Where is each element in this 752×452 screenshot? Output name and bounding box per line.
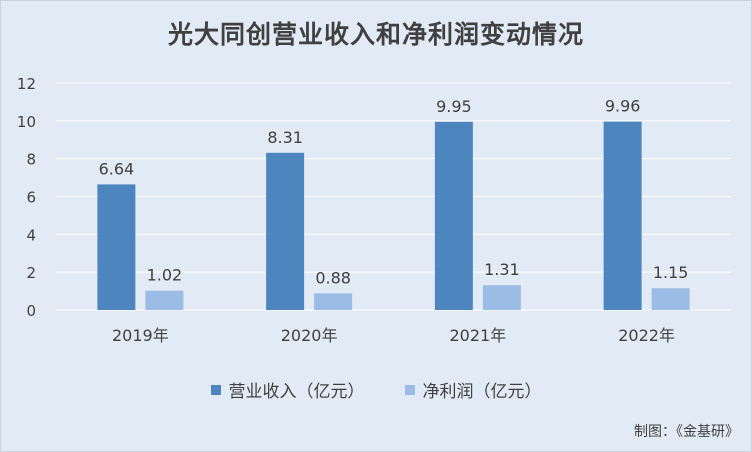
data-label: 8.31 bbox=[267, 128, 303, 147]
y-tick-label: 0 bbox=[26, 302, 36, 320]
y-tick-label: 10 bbox=[17, 113, 36, 131]
data-label: 9.95 bbox=[436, 97, 472, 116]
y-tick-label: 4 bbox=[26, 226, 36, 244]
data-label: 1.15 bbox=[653, 263, 689, 282]
bar-net-profit bbox=[145, 290, 184, 310]
legend-swatch-net-profit bbox=[404, 384, 415, 395]
x-tick-label: 2021年 bbox=[450, 326, 507, 345]
y-axis-ticks: 0 2 4 6 8 10 12 bbox=[17, 75, 36, 320]
source-note: 制图：《金基研》 bbox=[634, 424, 739, 440]
legend-label-revenue: 营业收入（亿元） bbox=[228, 382, 365, 402]
bar-net-profit bbox=[482, 285, 521, 310]
bars bbox=[97, 121, 690, 310]
data-label: 6.64 bbox=[99, 159, 135, 178]
x-tick-label: 2022年 bbox=[618, 326, 675, 345]
bar-revenue bbox=[266, 152, 305, 310]
legend-swatch-revenue bbox=[210, 384, 221, 395]
legend-item-revenue: 营业收入（亿元） bbox=[210, 377, 365, 402]
chart-title: 光大同创营业收入和净利润变动情况 bbox=[167, 20, 584, 49]
bar-revenue bbox=[97, 184, 136, 310]
y-tick-label: 8 bbox=[26, 151, 36, 169]
y-tick-label: 12 bbox=[17, 75, 36, 93]
data-label: 1.02 bbox=[147, 266, 183, 285]
bar-revenue bbox=[434, 121, 473, 310]
legend-item-net-profit: 净利润（亿元） bbox=[404, 377, 542, 402]
data-label: 1.31 bbox=[484, 260, 520, 279]
data-label: 0.88 bbox=[315, 268, 351, 287]
y-tick-label: 6 bbox=[26, 189, 36, 207]
bar-net-profit bbox=[314, 293, 353, 310]
data-label: 9.96 bbox=[605, 97, 641, 116]
x-tick-label: 2020年 bbox=[281, 326, 338, 345]
legend-label-net-profit: 净利润（亿元） bbox=[422, 382, 542, 402]
x-tick-label: 2019年 bbox=[112, 326, 169, 345]
legend: 营业收入（亿元） 净利润（亿元） bbox=[1, 377, 751, 402]
bar-revenue bbox=[603, 121, 642, 310]
bar-net-profit bbox=[651, 288, 690, 310]
x-axis-ticks: 2019年 2020年 2021年 2022年 bbox=[112, 326, 675, 345]
y-tick-label: 2 bbox=[26, 264, 36, 282]
data-labels: 6.64 1.02 8.31 0.88 9.95 1.31 9.96 1.15 bbox=[99, 97, 689, 288]
